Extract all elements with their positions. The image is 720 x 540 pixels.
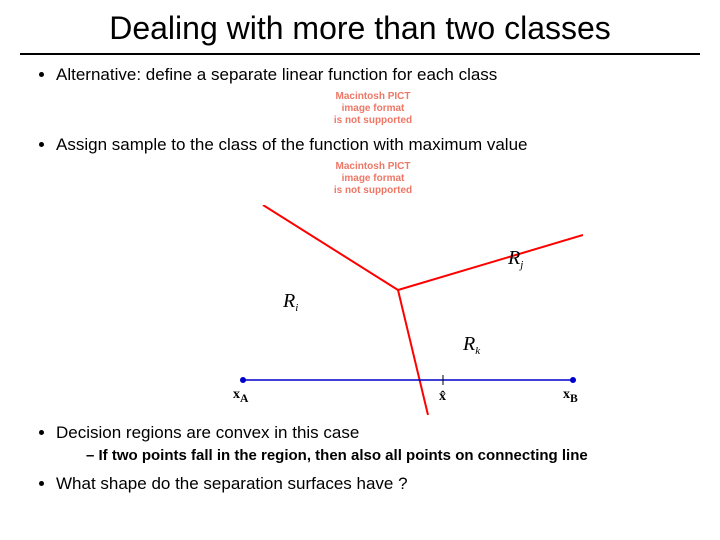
- mac-err2-line3: is not supported: [293, 185, 453, 197]
- point-label-xB: xB: [563, 387, 578, 405]
- diagram-svg: [163, 205, 583, 415]
- bullet-list: Alternative: define a separate linear fu…: [30, 65, 690, 494]
- bullet-4: What shape do the separation surfaces ha…: [56, 474, 690, 494]
- bullet-3-sublist: If two points fall in the region, then a…: [56, 447, 690, 464]
- decision-region-diagram: Ri Rj Rk xA x̂ xB: [163, 205, 583, 415]
- title-underline: [20, 53, 700, 55]
- region-label-Rj: Rj: [508, 247, 523, 271]
- mac-err2-line2: image format: [293, 173, 453, 185]
- bullet-2-text: Assign sample to the class of the functi…: [56, 135, 528, 154]
- missing-image-2: Macintosh PICT image format is not suppo…: [293, 161, 453, 197]
- mac-err2-line1: Macintosh PICT: [293, 161, 453, 173]
- mac-err-line2: image format: [293, 103, 453, 115]
- bullet-2: Assign sample to the class of the functi…: [56, 135, 690, 155]
- bullet-1: Alternative: define a separate linear fu…: [56, 65, 690, 85]
- slide: Dealing with more than two classes Alter…: [0, 0, 720, 540]
- point-label-xA: xA: [233, 387, 248, 405]
- bullet-3-text: Decision regions are convex in this case: [56, 423, 359, 442]
- bullet-3-sub-text: If two points fall in the region, then a…: [99, 447, 588, 464]
- mac-err-line1: Macintosh PICT: [293, 91, 453, 103]
- missing-image-1: Macintosh PICT image format is not suppo…: [293, 91, 453, 127]
- bullet-4-text: What shape do the separation surfaces ha…: [56, 474, 408, 493]
- bullet-1-text: Alternative: define a separate linear fu…: [56, 65, 497, 84]
- bullet-3: Decision regions are convex in this case…: [56, 423, 690, 464]
- slide-body: Alternative: define a separate linear fu…: [30, 65, 690, 494]
- slide-title: Dealing with more than two classes: [30, 0, 690, 53]
- bullet-3-sub: If two points fall in the region, then a…: [86, 447, 690, 464]
- region-label-Rk: Rk: [463, 333, 480, 357]
- region-label-Ri: Ri: [283, 290, 298, 314]
- mac-err-line3: is not supported: [293, 115, 453, 127]
- point-label-xhat: x̂: [439, 389, 446, 405]
